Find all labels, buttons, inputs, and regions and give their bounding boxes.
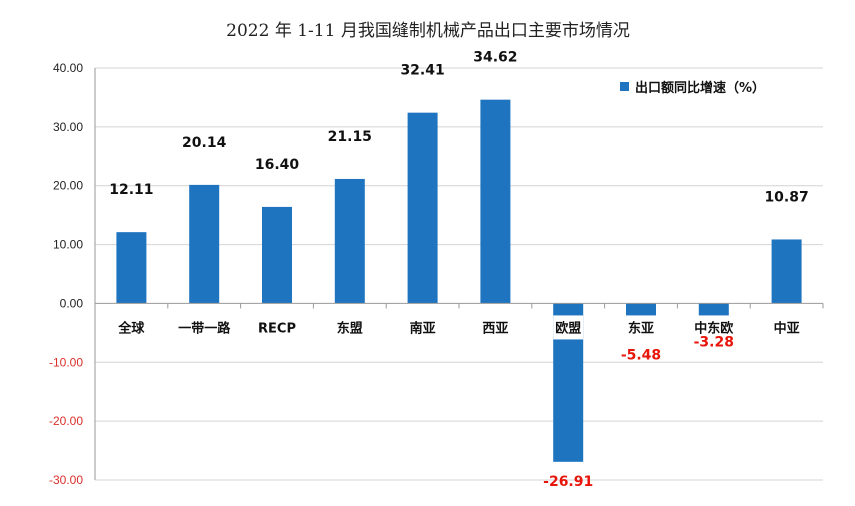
x-tick-label-bg (771, 315, 802, 340)
y-tick-label: 40.00 (53, 61, 83, 75)
axes (94, 68, 824, 480)
x-tick-label-bg (256, 315, 298, 340)
y-tick-label: 20.00 (53, 179, 83, 193)
y-axis-ticks: 40.00 30.00 20.00 10.00 0.00 -10.00 -20.00 -30.… (49, 61, 83, 487)
x-tick-label: RECP (258, 321, 296, 336)
x-tick-label-bg (407, 315, 438, 340)
legend-label: 出口额同比增速（%） (635, 80, 765, 96)
data-label: 12.11 (109, 182, 153, 198)
y-tick-label: 10.00 (53, 238, 83, 252)
y-tick-label: 0.00 (60, 296, 84, 310)
x-tick-label: 中亚 (774, 320, 800, 336)
x-tick-label-bg (692, 315, 736, 340)
x-tick-label: 东盟 (337, 320, 363, 336)
bar (771, 239, 802, 304)
bar (480, 99, 511, 304)
bar (262, 206, 292, 304)
y-tick-label: -20.00 (49, 414, 83, 428)
data-label: 34.62 (473, 50, 517, 66)
x-tick-label: 南亚 (410, 320, 436, 336)
data-label: 32.41 (400, 63, 444, 79)
x-tick-label-bg (115, 315, 148, 340)
x-tick-label: 全球 (117, 320, 145, 336)
bar (407, 112, 438, 304)
y-tick-label: 30.00 (53, 120, 83, 134)
data-label: 10.87 (764, 189, 808, 205)
bars (116, 99, 802, 462)
data-label: -26.91 (543, 474, 593, 490)
legend: 出口额同比增速（%） (620, 80, 765, 96)
legend-swatch (620, 82, 629, 91)
x-tick-label-bg (176, 315, 234, 340)
chart-title: 2022 年 1-11 月我国缝制机械产品出口主要市场情况 (226, 21, 630, 41)
x-tick-label: 中东欧 (694, 320, 733, 336)
x-tick-label: 西亚 (482, 321, 508, 336)
x-tick-label-bg (480, 315, 511, 340)
data-labels: 12.11 20.14 16.40 21.15 32.41 34.62 -26.91 -5.4… (109, 50, 808, 490)
x-tick-label-bg (553, 315, 584, 340)
data-label: 20.14 (182, 135, 227, 151)
bar (116, 232, 147, 304)
data-label: 16.40 (255, 157, 300, 173)
x-tick-label: 东亚 (628, 320, 654, 336)
x-tick-label: 欧盟 (555, 320, 581, 336)
x-axis-ticks: 全球 一带一路 RECP 东盟 南亚 西亚 欧盟 东亚 中东欧 中亚 (115, 315, 802, 340)
x-tick-label-bg (625, 315, 657, 340)
data-label: -3.28 (694, 335, 734, 351)
bar (189, 184, 220, 304)
y-tick-label: -30.00 (49, 473, 83, 487)
bar (334, 178, 365, 304)
data-label: 21.15 (328, 129, 372, 145)
y-tick-label: -10.00 (49, 355, 83, 369)
x-tick-label-bg (334, 315, 365, 340)
x-tick-label: 一带一路 (178, 320, 231, 336)
data-label: -5.48 (621, 348, 661, 364)
